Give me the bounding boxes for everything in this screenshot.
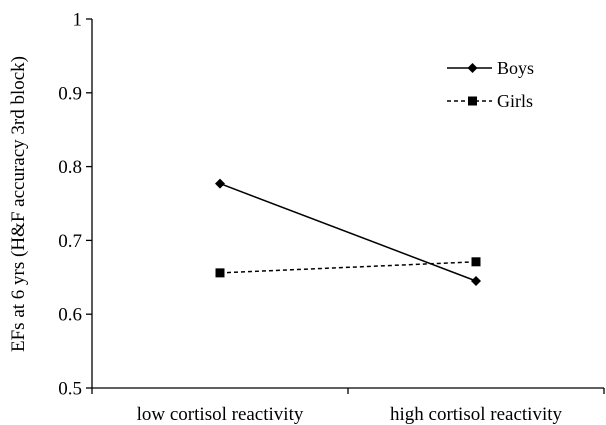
legend-item-girls: Girls [447,91,533,111]
data-point-girls [471,257,481,267]
series-line-girls [219,261,477,274]
legend-label-boys: Boys [497,58,534,78]
data-point-girls [215,268,225,278]
y-ticks: 0.5 0.6 0.7 0.8 0.9 1 [58,10,92,400]
y-tick-label: 0.9 [58,83,82,104]
x-ticks: low cortisol reactivity high cortisol rea… [91,388,605,425]
data-point-boys [471,275,481,286]
data-point-boys [215,178,225,189]
y-tick-label: 0.8 [58,157,82,178]
y-tick-label: 0.5 [58,379,82,400]
legend-marker-girls [468,96,477,106]
legend: Boys Girls [447,58,534,111]
series-layer [215,178,481,286]
series-girls [215,257,481,278]
y-tick-label: 1 [73,10,83,31]
series-line-boys [219,182,477,282]
series-boys [215,178,481,286]
x-category-label: low cortisol reactivity [137,404,304,425]
y-tick-label: 0.7 [58,231,82,252]
y-tick-label: 0.6 [58,305,82,326]
y-axis-label: EFs at 6 yrs (H&F accuracy 3rd block) [8,56,29,352]
legend-label-girls: Girls [497,91,533,111]
legend-marker-boys [467,63,478,73]
legend-item-boys: Boys [447,58,534,78]
x-category-label: high cortisol reactivity [390,404,563,425]
